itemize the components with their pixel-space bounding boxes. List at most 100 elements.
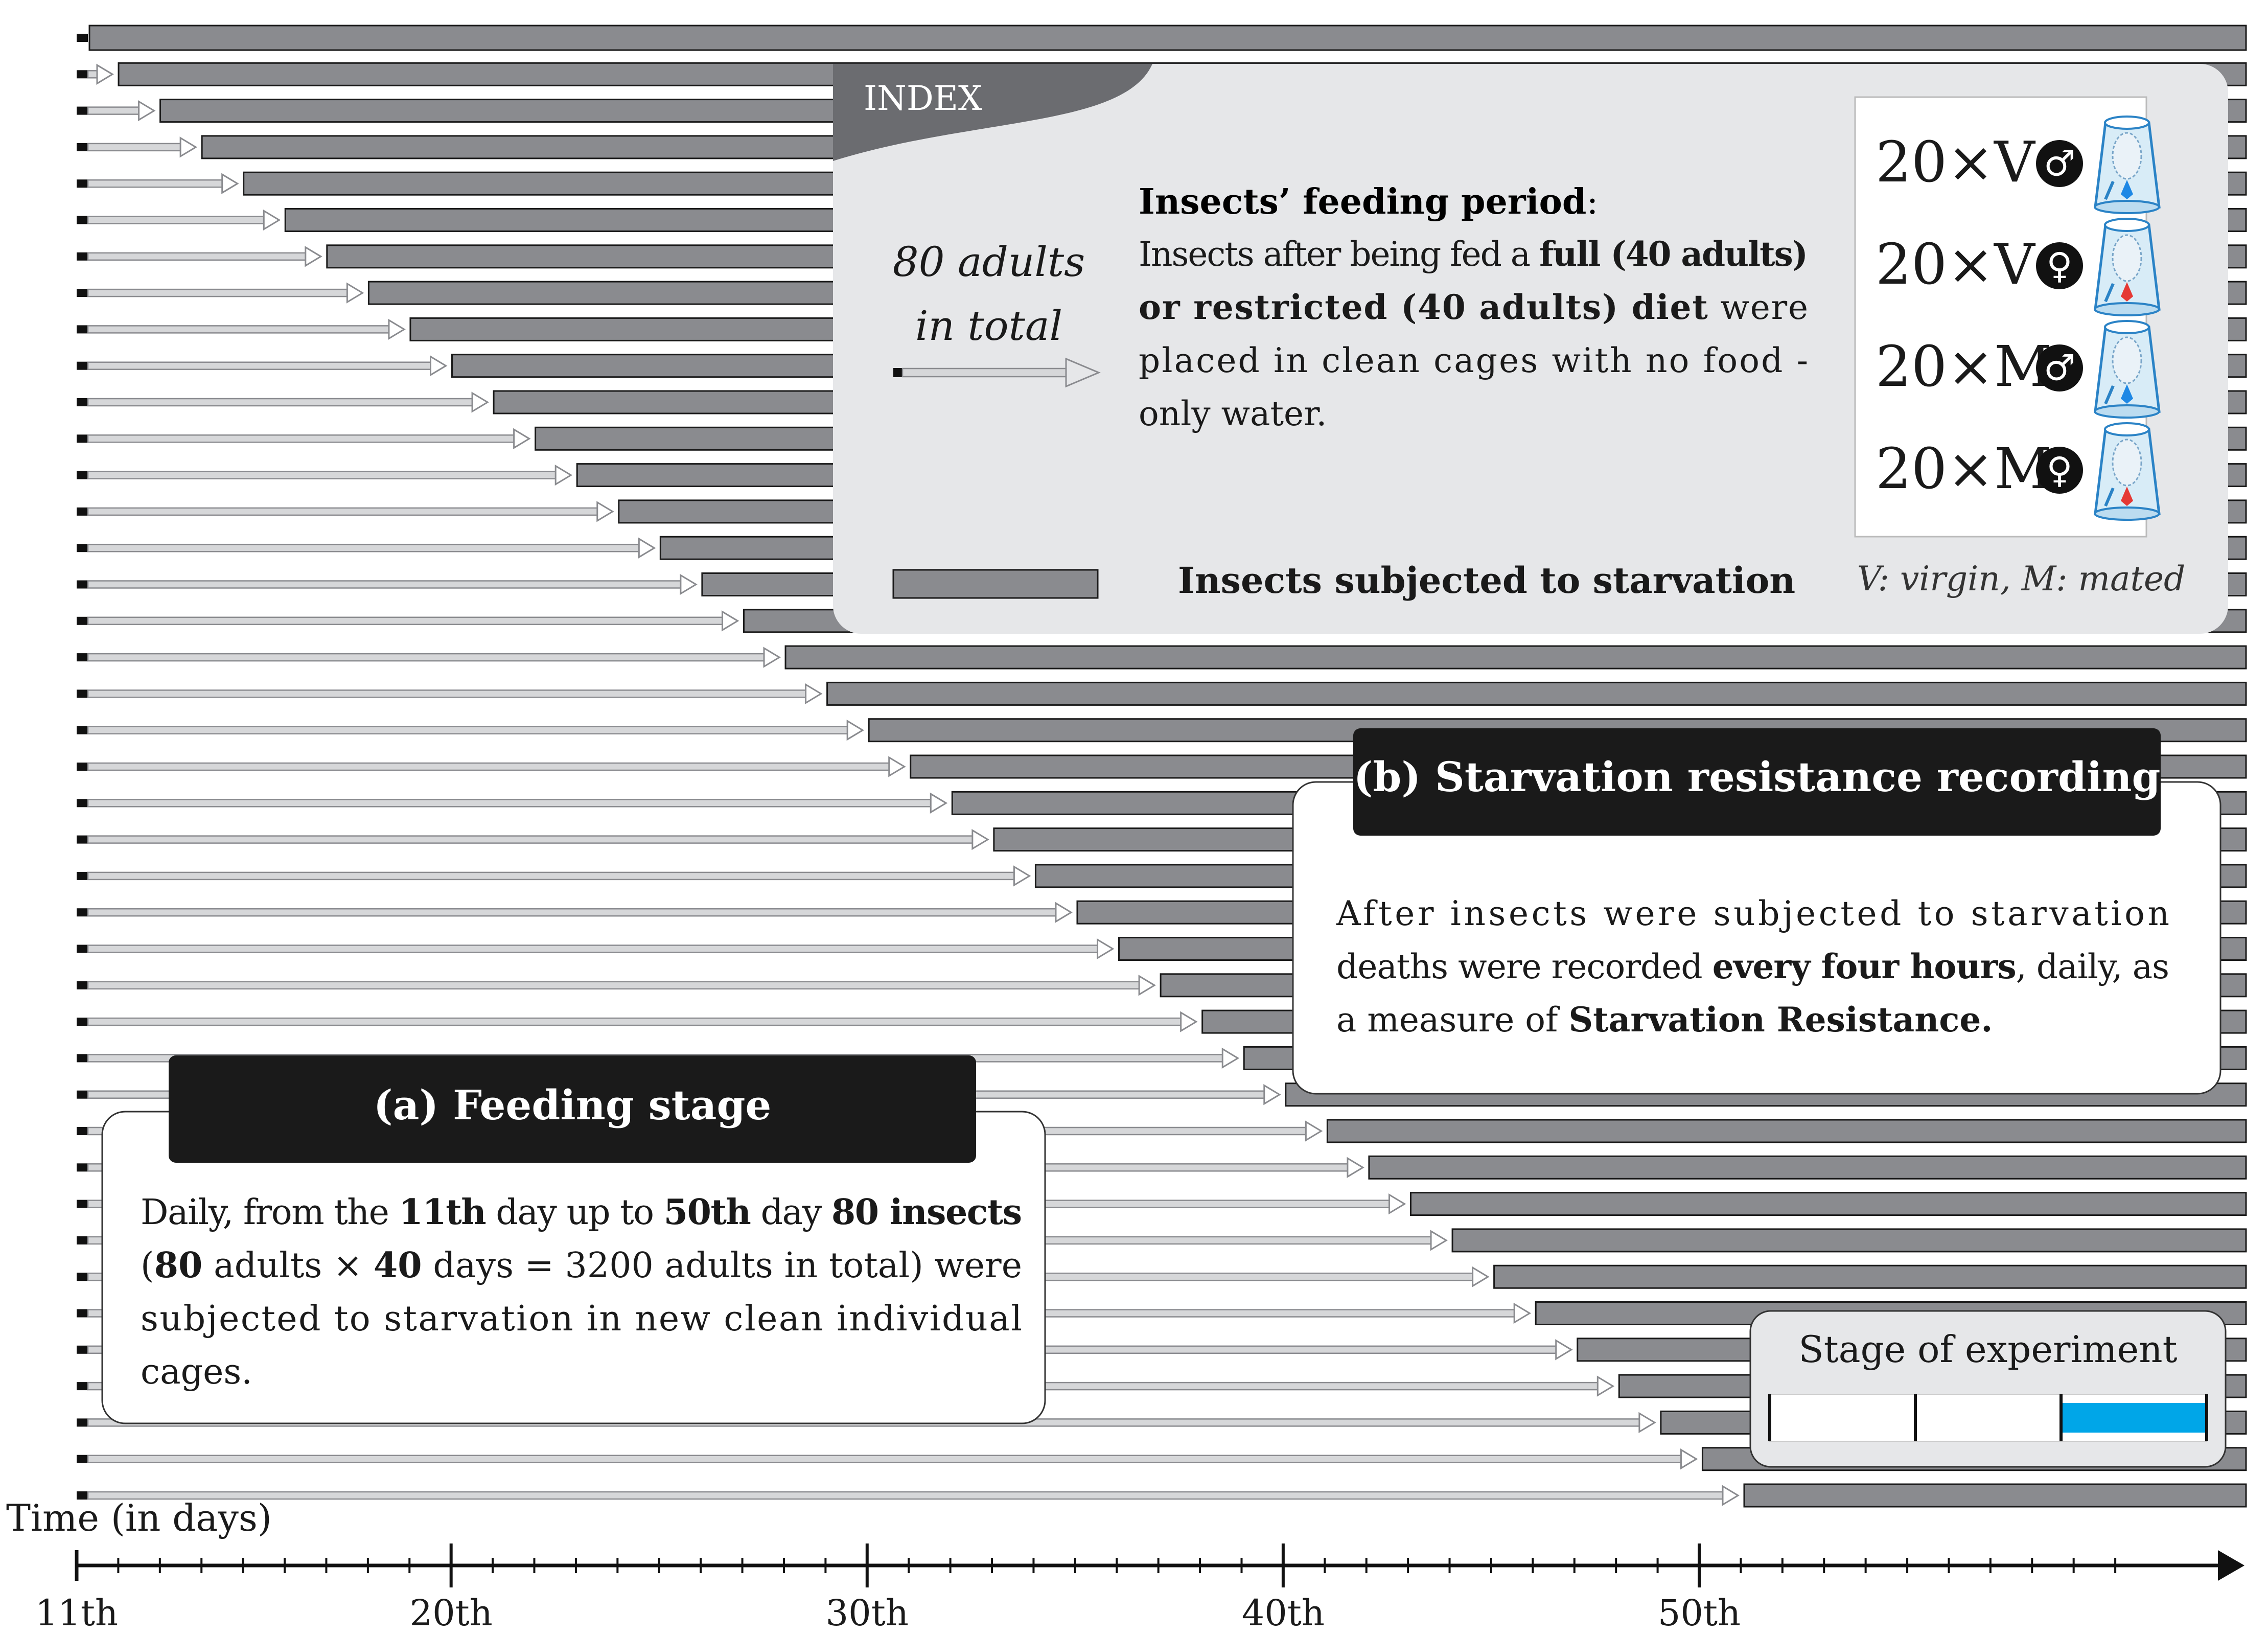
panel-b-starvation-recording: (b) Starvation resistance recording Afte… bbox=[1292, 728, 2221, 1095]
feeding-arrow bbox=[87, 106, 141, 115]
starvation-bar bbox=[1326, 1119, 2247, 1143]
feeding-arrowhead bbox=[1388, 1193, 1406, 1215]
time-axis: Time (in days) 11th 20th 30th 40th 50th bbox=[6, 1496, 2244, 1634]
feeding-arrowhead bbox=[263, 209, 281, 231]
row-start-marker bbox=[77, 1382, 88, 1391]
text-segment: subjected to starvation in new clean ind… bbox=[141, 1299, 1022, 1339]
index-adults-line2: in total bbox=[915, 302, 1062, 350]
row-start-marker bbox=[77, 799, 88, 808]
feeding-arrow bbox=[87, 179, 224, 188]
text-segment: or restricted (40 adults) diet bbox=[1139, 287, 1708, 327]
index-adults-line1: 80 adults bbox=[893, 238, 1085, 286]
text-segment: 80 bbox=[154, 1245, 203, 1286]
feeding-arrowhead bbox=[221, 173, 239, 194]
feeding-arrowhead bbox=[1680, 1448, 1698, 1470]
feeding-arrowhead bbox=[554, 464, 573, 486]
feeding-arrow bbox=[87, 543, 641, 552]
feeding-arrowhead bbox=[96, 63, 114, 85]
feeding-arrowhead bbox=[638, 537, 656, 559]
sex-symbol-icon bbox=[2036, 140, 2083, 187]
feeding-arrowhead bbox=[1221, 1047, 1240, 1069]
row-start-marker bbox=[77, 507, 88, 516]
text-segment: full (40 adults) bbox=[1539, 234, 1808, 274]
feeding-arrowhead bbox=[846, 720, 865, 741]
feeding-arrowhead bbox=[1055, 902, 1073, 923]
feeding-arrowhead bbox=[430, 355, 448, 377]
index-tab-label: INDEX bbox=[864, 79, 982, 118]
starvation-bar bbox=[88, 25, 2247, 51]
feeding-arrow bbox=[87, 580, 683, 589]
row-start-marker bbox=[77, 70, 88, 79]
feeding-arrowhead bbox=[513, 428, 531, 449]
insect-group: 20×V ♂ bbox=[1876, 116, 2161, 214]
text-line: (80 adults × 40 days = 3200 adults in to… bbox=[141, 1245, 1022, 1286]
panel-b-description: After insects were subjected to starvati… bbox=[1336, 894, 2169, 1040]
feeding-arrowhead bbox=[138, 100, 156, 122]
row-start-marker bbox=[77, 1163, 88, 1172]
row-start-marker bbox=[77, 981, 88, 989]
text-segment: every four hours bbox=[1712, 947, 2017, 986]
feeding-arrowhead bbox=[971, 828, 989, 850]
text-line: subjected to starvation in new clean ind… bbox=[141, 1299, 1022, 1339]
sex-symbol: ♀ bbox=[2046, 449, 2072, 491]
text-segment: 11th bbox=[399, 1192, 487, 1233]
row-start-marker bbox=[77, 434, 88, 443]
starvation-bar bbox=[826, 681, 2247, 706]
axis-tick-label: 30th bbox=[826, 1592, 909, 1634]
row-start-marker bbox=[77, 1018, 88, 1026]
row-start-marker bbox=[77, 179, 88, 188]
starvation-bar bbox=[1743, 1483, 2247, 1508]
feeding-arrowhead bbox=[596, 501, 614, 522]
axis-label: Time (in days) bbox=[6, 1496, 272, 1539]
row-start-marker bbox=[77, 726, 88, 734]
row-start-marker bbox=[77, 252, 88, 261]
stage-title: Stage of experiment bbox=[1798, 1328, 2177, 1371]
row-start-marker bbox=[77, 216, 88, 224]
sex-symbol-icon bbox=[2036, 344, 2083, 391]
feeding-arrowhead bbox=[1555, 1339, 1573, 1361]
feeding-arrowhead bbox=[721, 610, 739, 632]
text-line: cages. bbox=[141, 1352, 252, 1392]
text-segment: Starvation Resistance. bbox=[1568, 1000, 1993, 1040]
text-segment: only water. bbox=[1139, 394, 1327, 433]
sex-symbol-icon bbox=[2036, 447, 2083, 494]
text-segment: a measure of bbox=[1336, 1000, 1568, 1040]
text-line: only water. bbox=[1139, 394, 1327, 433]
group-label: 20×M bbox=[1876, 436, 2052, 501]
stage-progress bbox=[1768, 1394, 2208, 1441]
axis-tick-label: 11th bbox=[35, 1592, 118, 1634]
sex-symbol: ♂ bbox=[2044, 347, 2076, 389]
feeding-arrowhead bbox=[763, 647, 781, 668]
panel-a-description: Daily, from the 11th day up to 50th day … bbox=[141, 1192, 1022, 1392]
row-start-marker bbox=[77, 835, 88, 844]
feeding-arrowhead bbox=[388, 318, 406, 340]
insect-groups: 20×V ♂20×V ♀20×M♂20×M♀ bbox=[1876, 116, 2161, 521]
text-line: or restricted (40 adults) diet were bbox=[1139, 287, 1808, 327]
text-segment: 40 bbox=[374, 1245, 422, 1286]
feeding-arrowhead bbox=[1138, 975, 1156, 996]
starvation-bar bbox=[784, 645, 2247, 670]
feeding-arrow bbox=[87, 726, 849, 734]
timeline-row bbox=[77, 681, 2247, 706]
row-start-marker bbox=[77, 1491, 88, 1500]
row-start-marker bbox=[77, 1273, 88, 1281]
feeding-arrowhead bbox=[305, 246, 322, 267]
feeding-arrowhead bbox=[1097, 938, 1115, 960]
row-start-marker bbox=[77, 1054, 88, 1063]
text-segment: After insects were subjected to starvati… bbox=[1336, 894, 2169, 933]
row-start-marker bbox=[77, 763, 88, 771]
feeding-arrowhead bbox=[1430, 1230, 1448, 1251]
feeding-arrow bbox=[87, 143, 182, 152]
feeding-arrow bbox=[87, 434, 516, 443]
sex-symbol: ♂ bbox=[2044, 143, 2076, 185]
row-start-marker bbox=[77, 580, 88, 589]
feeding-arrowhead bbox=[1263, 1084, 1281, 1105]
row-start-marker bbox=[77, 1309, 88, 1318]
row-start-marker bbox=[77, 689, 88, 698]
feeding-arrow bbox=[87, 653, 766, 662]
feeding-arrow bbox=[87, 1017, 1183, 1026]
row-start-marker bbox=[77, 1200, 88, 1208]
feeding-arrowhead bbox=[1638, 1412, 1656, 1434]
row-start-marker bbox=[77, 1127, 88, 1135]
row-start-marker bbox=[77, 871, 88, 880]
